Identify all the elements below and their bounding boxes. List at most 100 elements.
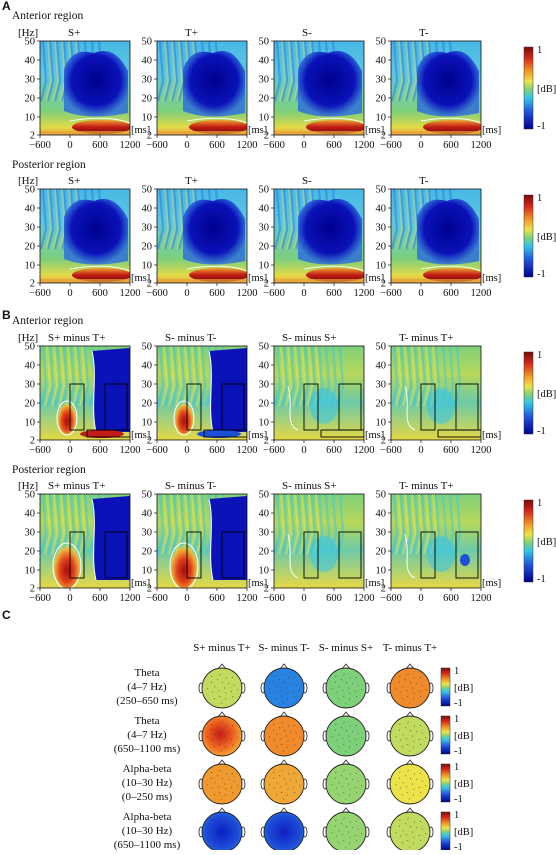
- electrode: [221, 702, 223, 704]
- spectral-streak: [40, 189, 48, 250]
- x-tick-label: −600: [146, 140, 168, 151]
- spectral-streak: [397, 189, 406, 250]
- spectral-streak: [163, 189, 172, 250]
- electrode: [411, 687, 413, 689]
- electrode: [418, 738, 420, 740]
- y-tick-label: 2: [381, 584, 386, 595]
- electrode: [287, 698, 289, 700]
- colorbar: [440, 667, 451, 707]
- time-window: (0–250 ms): [122, 791, 173, 803]
- electrode: [211, 777, 212, 779]
- plot-frame: [156, 493, 248, 589]
- spectral-streak: [51, 41, 60, 102]
- y-tick-label: 20: [142, 399, 153, 410]
- spectral-streak: [418, 494, 427, 555]
- contrast-spectrogram: [391, 346, 481, 440]
- nose: [341, 807, 351, 814]
- time-unit-label: [ms]: [131, 125, 150, 136]
- electrode: [399, 729, 400, 731]
- electrode: [345, 702, 347, 704]
- electrode: [287, 794, 289, 796]
- x-tick-label: 1200: [237, 140, 258, 151]
- electrode: [293, 725, 295, 726]
- x-tick-label: 0: [67, 445, 72, 456]
- scalp-map: [322, 663, 370, 709]
- electrode: [211, 729, 212, 731]
- nose: [217, 759, 227, 766]
- spectral-streak: [46, 41, 55, 102]
- y-tick-label: 40: [142, 509, 153, 520]
- x-tick-label: −600: [263, 445, 285, 456]
- freq-unit-label: [Hz]: [18, 175, 38, 187]
- y-tick-label: 20: [142, 242, 153, 253]
- y-tick-label: 40: [376, 204, 387, 215]
- electrode: [231, 821, 233, 822]
- spectral-streak: [301, 346, 310, 407]
- x-tick-label: −600: [380, 445, 402, 456]
- spectral-streak: [274, 346, 282, 407]
- nose: [405, 711, 415, 718]
- electrode: [273, 835, 275, 837]
- electrode: [343, 791, 345, 793]
- band-name: Alpha-beta: [123, 811, 172, 823]
- electrode: [293, 773, 295, 774]
- colorbar-unit: [dB]: [454, 779, 473, 790]
- colorbar-max: 1: [537, 350, 542, 361]
- scalp-map: [322, 807, 370, 853]
- y-tick-label: 40: [142, 56, 153, 67]
- time-window: (650–1100 ms): [114, 743, 181, 755]
- significance-contour: [287, 385, 299, 431]
- electrode: [407, 770, 409, 772]
- plot-frame: [273, 493, 365, 589]
- electrode: [287, 740, 289, 742]
- time-unit-label: [ms]: [365, 273, 384, 284]
- electrode: [273, 825, 274, 827]
- electrode: [230, 690, 232, 692]
- electrode: [341, 679, 343, 681]
- spectrogram: [274, 189, 364, 283]
- electrode: [341, 775, 343, 777]
- y-tick-label: 2: [381, 436, 386, 447]
- electrode: [288, 821, 290, 823]
- colorbar-min: -1: [454, 698, 463, 709]
- electrode: [331, 688, 333, 690]
- x-tick-label: 0: [301, 445, 306, 456]
- y-tick-label: 20: [259, 242, 270, 253]
- time-unit-label: [ms]: [131, 430, 150, 441]
- electrode: [349, 794, 351, 796]
- electrode: [223, 783, 225, 785]
- electrode: [361, 785, 363, 787]
- spectral-streak: [53, 41, 62, 102]
- electrode: [276, 842, 278, 844]
- electrode: [343, 770, 345, 772]
- electrode: [219, 695, 221, 697]
- electrode: [221, 798, 223, 800]
- spectral-streak: [298, 346, 307, 407]
- spectral-streak: [287, 494, 296, 555]
- x-tick-label: 1200: [120, 140, 141, 151]
- electrode: [214, 686, 216, 688]
- electrode: [413, 698, 415, 700]
- electrode: [211, 691, 213, 693]
- band-name: Theta: [134, 715, 159, 727]
- spectral-streak: [60, 346, 69, 407]
- x-tick-label: 0: [67, 140, 72, 151]
- electrode: [279, 679, 281, 681]
- spectral-streak: [191, 346, 200, 407]
- electrode: [331, 736, 333, 738]
- x-tick-label: 600: [92, 288, 108, 299]
- contour: [303, 117, 364, 124]
- electrode: [402, 686, 404, 688]
- electrode: [280, 690, 282, 692]
- electrode: [273, 691, 275, 693]
- time-unit-label: [ms]: [248, 273, 267, 284]
- electrode: [295, 732, 297, 734]
- y-tick-label: 30: [376, 223, 387, 234]
- x-tick-label: 600: [209, 288, 225, 299]
- electrode: [335, 723, 337, 725]
- y-tick-label: 20: [376, 94, 387, 105]
- electrode: [269, 832, 271, 834]
- scalp-map: [386, 807, 434, 853]
- electrode: [290, 731, 292, 733]
- spectral-streak: [301, 494, 310, 555]
